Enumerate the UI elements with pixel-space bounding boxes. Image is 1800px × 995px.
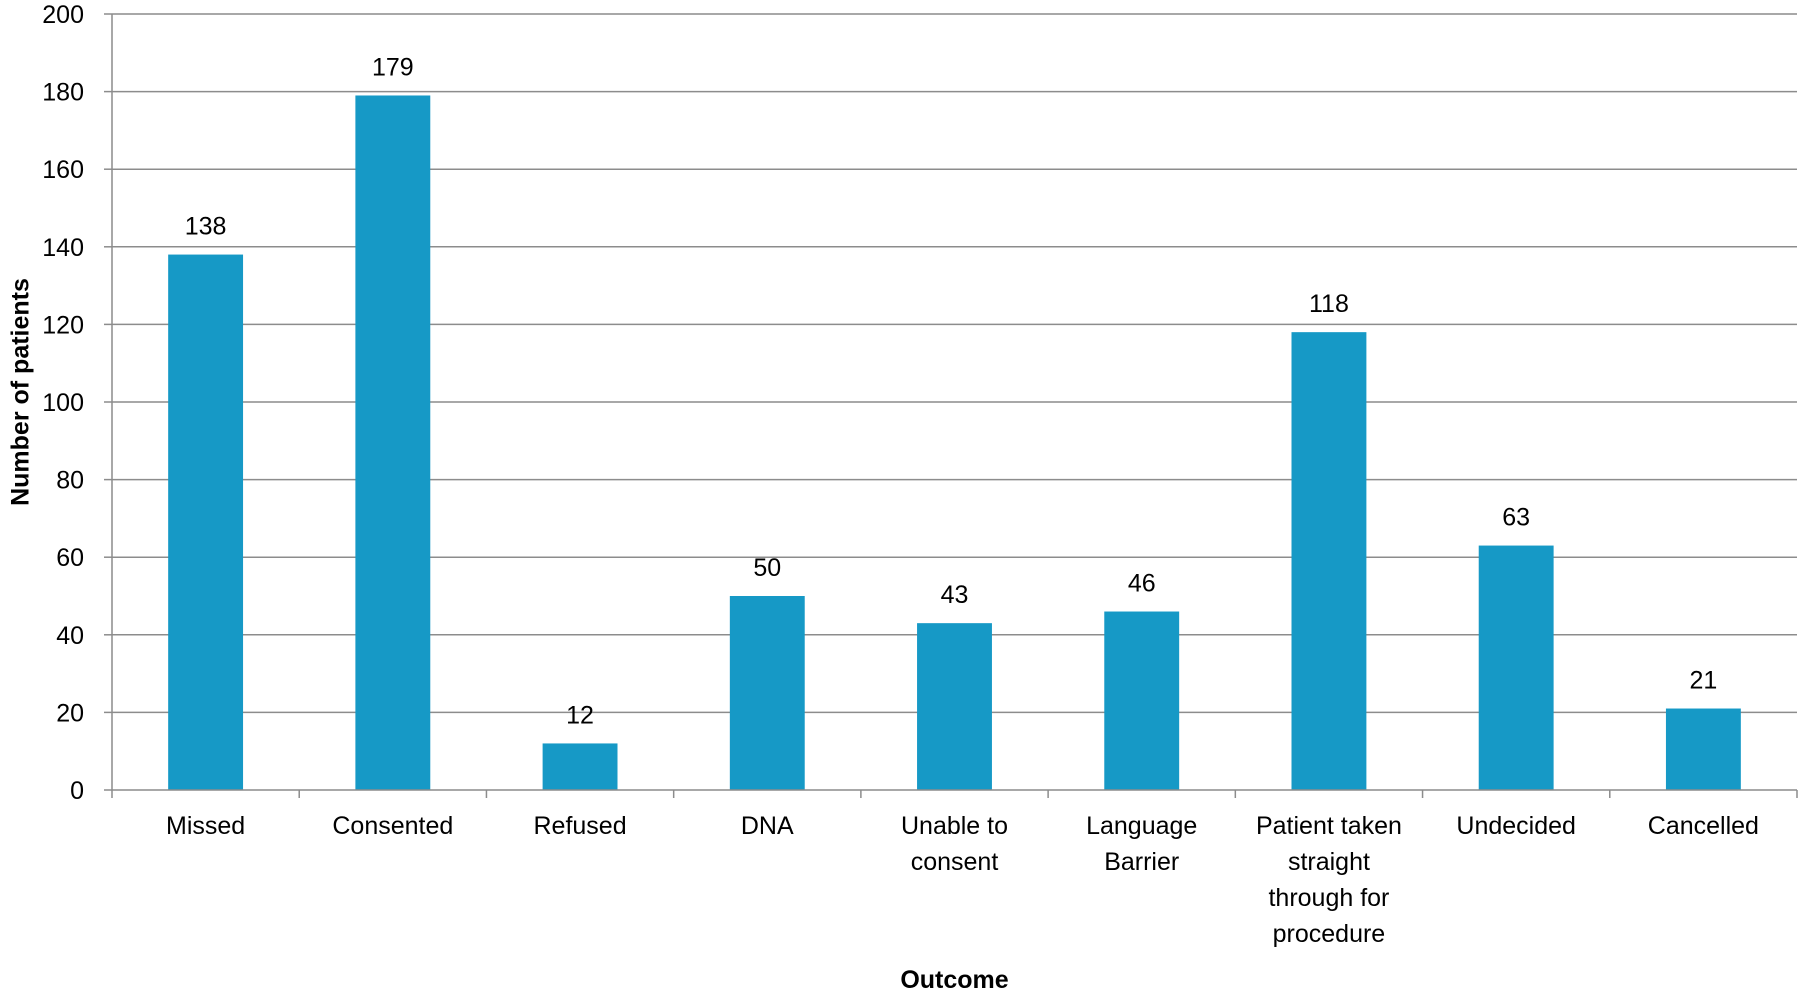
data-label: 50 — [753, 554, 781, 582]
x-category-label: Unable to consent — [901, 812, 1008, 876]
data-label: 138 — [185, 213, 227, 241]
bar — [729, 596, 805, 790]
data-label: 21 — [1689, 667, 1717, 695]
data-label: 179 — [372, 53, 414, 81]
x-category-label: Patient taken straight through for procedur… — [1256, 812, 1402, 948]
y-axis-title: Number of patients — [7, 278, 35, 506]
x-category-label: Refused — [533, 812, 626, 840]
x-category-label-line: Unable to — [901, 812, 1008, 840]
data-label: 118 — [1309, 290, 1349, 318]
data-label: 63 — [1502, 504, 1530, 532]
y-tick-label: 160 — [42, 156, 84, 184]
x-category-labels: Missed Consented Refused DNA Unable to consen… — [166, 812, 1759, 948]
y-tick-label: 180 — [42, 79, 84, 107]
y-tick-label: 60 — [56, 544, 84, 572]
x-category-label: Cancelled — [1648, 812, 1759, 840]
bar — [917, 623, 992, 790]
x-category-label-line: Consented — [332, 812, 453, 840]
x-category-label-line: Language — [1086, 812, 1197, 840]
bar — [1291, 332, 1367, 790]
x-category-label-line: Patient taken — [1256, 812, 1402, 840]
data-label: 46 — [1128, 570, 1156, 598]
y-tick-label: 0 — [70, 777, 84, 805]
x-category-label-line: Missed — [166, 812, 245, 840]
x-category-label: Language Barrier — [1086, 812, 1197, 876]
y-tick-label: 80 — [56, 467, 84, 495]
data-label: 12 — [566, 701, 594, 729]
x-category-label-line: straight — [1288, 848, 1370, 876]
y-tick-label: 200 — [42, 1, 84, 29]
x-category-label-line: consent — [911, 848, 999, 876]
x-category-label-line: Barrier — [1104, 848, 1179, 876]
bar — [542, 743, 618, 790]
x-category-label: Missed — [166, 812, 245, 840]
y-tick-labels: 0 20 40 60 80 100 120 140 160 180 200 — [42, 1, 84, 805]
x-category-label: Undecided — [1456, 812, 1576, 840]
bars — [168, 95, 1741, 791]
x-category-label: DNA — [741, 812, 794, 840]
y-tick-label: 120 — [42, 311, 84, 339]
data-label: 43 — [941, 581, 969, 609]
axes — [104, 13, 1798, 798]
x-category-label: Consented — [332, 812, 453, 840]
x-category-label-line: through for — [1268, 884, 1389, 912]
y-tick-label: 140 — [42, 234, 84, 262]
y-tick-label: 40 — [56, 622, 84, 650]
bar — [1665, 708, 1741, 790]
bar — [168, 254, 244, 790]
x-category-label-line: Cancelled — [1648, 812, 1759, 840]
y-tick-label: 20 — [56, 699, 84, 727]
data-labels: 138 179 12 50 43 46 118 63 21 — [185, 53, 1718, 729]
bar — [355, 95, 431, 791]
bar — [1104, 611, 1180, 790]
x-category-label-line: DNA — [741, 812, 794, 840]
x-category-label-line: Undecided — [1456, 812, 1576, 840]
bar — [1478, 545, 1554, 790]
x-category-label-line: procedure — [1273, 920, 1386, 948]
y-tick-label: 100 — [42, 389, 84, 417]
x-axis-title: Outcome — [900, 966, 1008, 994]
x-category-label-line: Refused — [533, 812, 626, 840]
